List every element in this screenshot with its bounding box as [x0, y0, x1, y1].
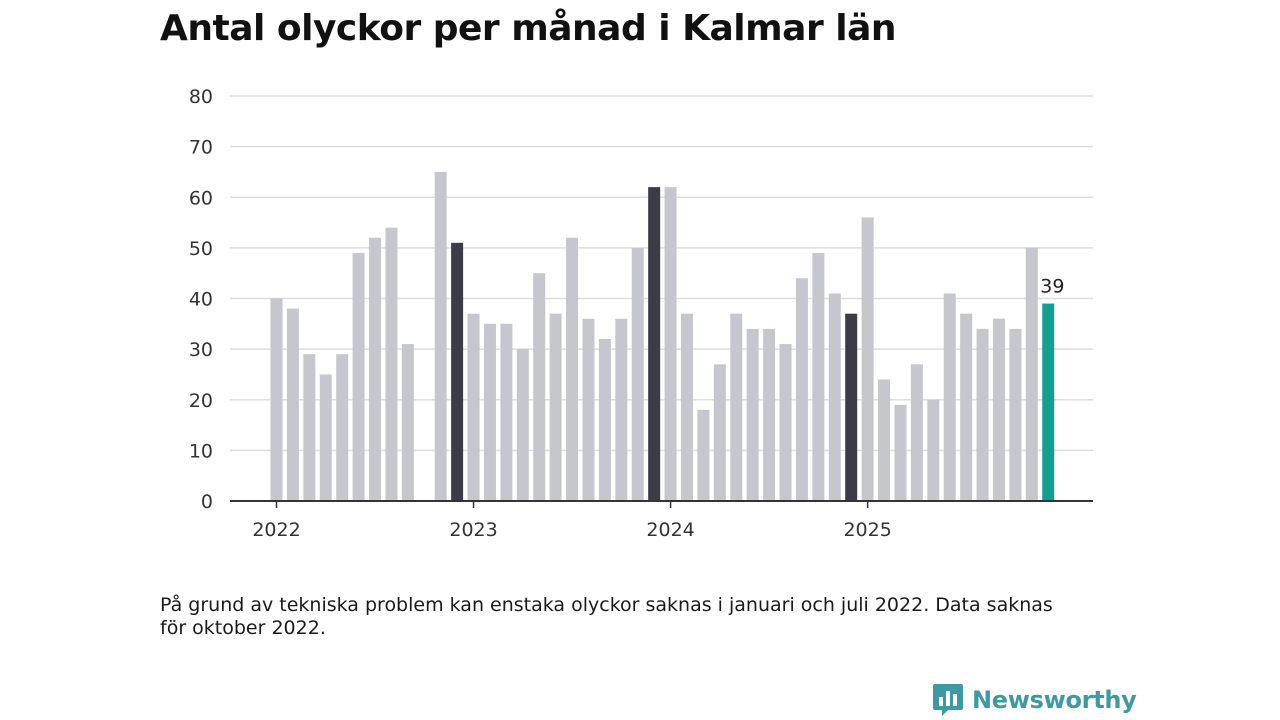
- bar-2022-23: [648, 187, 661, 501]
- y-tick-label: 0: [201, 491, 213, 513]
- bar-2022-8: [401, 344, 414, 501]
- bar-2022-42: [960, 313, 973, 501]
- bar-2022-22: [631, 247, 644, 501]
- bar-2022-17: [549, 313, 562, 501]
- y-tick-label: 20: [189, 390, 213, 412]
- bar-2022-12: [467, 313, 480, 501]
- bar-2022-3: [319, 374, 332, 501]
- bar-2022-2: [303, 354, 316, 501]
- bar-2022-30: [763, 328, 776, 501]
- bar-2022-35: [845, 313, 858, 501]
- x-tick-label-2023: 2023: [449, 519, 497, 541]
- bar-2022-1: [286, 308, 299, 501]
- bar-2022-37: [878, 379, 891, 501]
- bar-2022-16: [533, 273, 546, 501]
- chart-title: Antal olyckor per månad i Kalmar län: [160, 8, 897, 49]
- bar-2022-25: [681, 313, 693, 501]
- bar-2022-36: [861, 217, 874, 501]
- bar-2022-18: [566, 237, 579, 501]
- bar-2022-43: [976, 328, 989, 501]
- newsworthy-logo[interactable]: Newsworthy: [932, 682, 1137, 718]
- bars: [270, 171, 1055, 501]
- bar-2022-13: [483, 323, 496, 501]
- value-label-latest: 39: [1040, 276, 1064, 298]
- bar-2022-32: [795, 278, 808, 501]
- y-tick-label: 50: [189, 238, 213, 260]
- y-tick-label: 60: [189, 187, 213, 209]
- bar-2022-46: [1025, 247, 1038, 501]
- bar-2022-44: [992, 318, 1005, 501]
- bar-2022-34: [828, 293, 841, 501]
- y-tick-label: 10: [189, 440, 213, 462]
- bar-2022-20: [598, 339, 611, 501]
- bar-2022-47: [1042, 303, 1055, 501]
- bar-2022-5: [352, 252, 365, 501]
- y-tick-label: 70: [189, 137, 213, 159]
- y-tick-label: 40: [189, 289, 213, 311]
- bar-2022-41: [943, 293, 956, 501]
- footnote: På grund av tekniska problem kan enstaka…: [160, 594, 1053, 639]
- bar-2022-40: [927, 399, 940, 501]
- newsworthy-logo-icon: [933, 684, 963, 716]
- bar-2022-33: [812, 252, 825, 501]
- bar-chart: 0 10 20 30 40 50 60 70 80 39 2022 2023 2024 2025: [189, 86, 1093, 541]
- bar-2022-28: [730, 313, 743, 501]
- y-tick-label: 30: [189, 339, 213, 361]
- x-tick-label-2024: 2024: [646, 519, 694, 541]
- bar-2022-14: [500, 323, 513, 501]
- bar-2022-0: [270, 298, 283, 501]
- bar-2022-19: [582, 318, 595, 501]
- bar-2022-4: [336, 354, 349, 501]
- y-axis-ticks: 0 10 20 30 40 50 60 70 80: [189, 86, 213, 513]
- x-tick-label-2022: 2022: [252, 519, 300, 541]
- bar-2022-26: [697, 409, 710, 501]
- bar-2022-38: [894, 404, 907, 501]
- bar-2022-15: [516, 349, 529, 501]
- data-labels: 39: [1038, 274, 1066, 300]
- bar-2022-21: [615, 318, 628, 501]
- bar-2022-45: [1009, 328, 1022, 501]
- y-tick-label: 80: [189, 86, 213, 108]
- bar-2022-24: [664, 187, 677, 501]
- x-axis-ticks: 2022 2023 2024 2025: [252, 501, 892, 541]
- bar-2022-10: [434, 171, 447, 501]
- bar-2022-7: [385, 227, 398, 501]
- bar-2022-27: [713, 364, 726, 501]
- bar-2022-29: [746, 328, 759, 501]
- x-tick-label-2025: 2025: [843, 519, 891, 541]
- bar-2022-31: [779, 344, 792, 501]
- bar-2022-6: [369, 237, 382, 501]
- bar-2022-39: [910, 364, 923, 501]
- bar-2022-11: [451, 242, 464, 501]
- newsworthy-logo-text: Newsworthy: [972, 686, 1137, 714]
